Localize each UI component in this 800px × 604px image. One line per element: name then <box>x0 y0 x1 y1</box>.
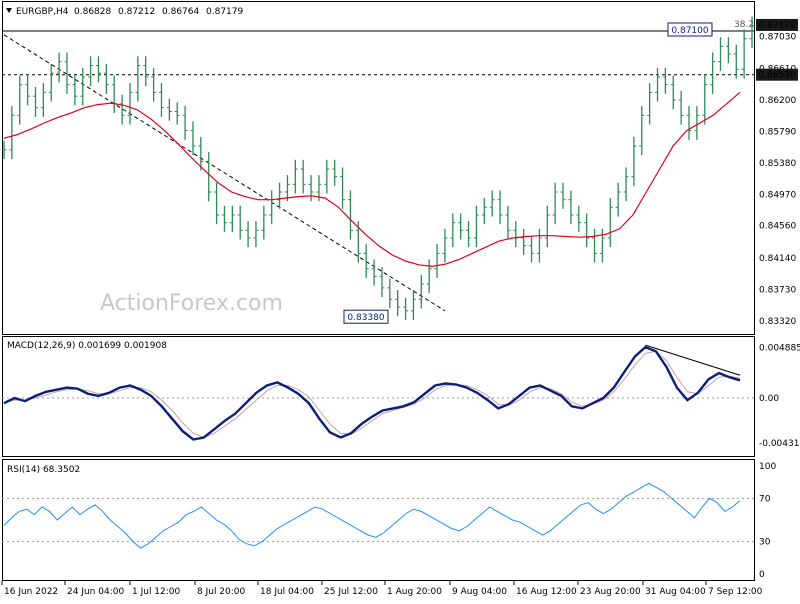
rsi-axis-label: 30 <box>759 538 771 548</box>
support-price-label: 0.86530 <box>758 71 795 81</box>
time-axis: 16 Jun 2022 24 Jun 04:00 1 Jul 12:00 8 Jul … <box>1 581 763 597</box>
resistance-label-box <box>667 22 713 37</box>
time-axis-label: 18 Jul 04:00 <box>260 587 314 597</box>
low-label: 0.83380 <box>347 313 384 323</box>
time-axis-label: 1 Jul 12:00 <box>132 587 181 597</box>
fibonacci-label: 38.2 <box>734 20 754 30</box>
macd-axis-label: -0.004315 <box>759 439 800 449</box>
price-axis-label: 0.83320 <box>759 317 796 327</box>
time-axis-label: 24 Jun 04:00 <box>67 587 124 597</box>
rsi-pane[interactable] <box>2 459 755 581</box>
macd-axis-label: 0.00 <box>759 394 779 404</box>
collapse-triangle-icon[interactable] <box>6 8 12 13</box>
time-axis-label: 8 Jul 20:00 <box>197 587 246 597</box>
time-axis-label: 25 Jul 12:00 <box>324 587 378 597</box>
time-axis-label: 16 Aug 12:00 <box>516 587 577 597</box>
price-axis-label: 0.84140 <box>759 254 796 264</box>
macd-pane[interactable] <box>2 336 755 457</box>
watermark: ActionForex.com <box>100 291 283 316</box>
rsi-title: RSI(14) 68.3502 <box>7 465 80 475</box>
macd-axis-label: 0.004885 <box>759 343 800 353</box>
open-value: 0.86828 <box>74 7 111 17</box>
current-price-label: 0.87179 <box>758 21 795 31</box>
time-axis-label: 9 Aug 04:00 <box>452 587 507 597</box>
resistance-label: 0.87100 <box>671 26 708 36</box>
rsi-axis-label: 70 <box>759 494 771 504</box>
price-axis-label: 0.83730 <box>759 285 796 295</box>
symbol-label: EURGBP,H4 <box>16 7 69 17</box>
time-axis-label: 23 Aug 20:00 <box>580 587 641 597</box>
moving-average-line <box>3 91 741 268</box>
high-value: 0.87212 <box>118 7 155 17</box>
price-axis-label: 0.87030 <box>759 32 796 42</box>
price-axis-label: 0.86200 <box>759 96 796 106</box>
low-value: 0.86764 <box>162 7 199 17</box>
close-value: 0.87179 <box>206 7 243 17</box>
price-axis-label: 0.85380 <box>759 159 796 169</box>
macd-signal-line <box>3 350 741 439</box>
price-axis-label: 0.84560 <box>759 222 796 232</box>
time-axis-label: 16 Jun 2022 <box>4 587 58 597</box>
price-pane[interactable] <box>2 1 755 335</box>
macd-layer: MACD(12,26,9) 0.001699 0.001908 0.004885 0… <box>2 341 800 449</box>
price-header: EURGBP,H4 0.86828 0.87212 0.86764 0.8717… <box>6 7 243 17</box>
downtrend-line <box>3 34 446 312</box>
time-axis-label: 1 Aug 20:00 <box>387 587 442 597</box>
low-label-box <box>343 309 389 324</box>
support-price-tag <box>756 68 798 81</box>
rsi-layer: RSI(14) 68.3502 100 70 30 0 <box>2 462 776 580</box>
macd-line <box>3 345 741 441</box>
rsi-axis-label: 100 <box>759 462 776 472</box>
macd-trend-line <box>645 344 741 376</box>
macd-title: MACD(12,26,9) 0.001699 0.001908 <box>7 341 167 351</box>
current-price-tag <box>756 18 798 31</box>
rsi-axis-label: 0 <box>759 570 765 580</box>
rsi-line <box>3 482 741 549</box>
price-axis-label: 0.84970 <box>759 190 796 200</box>
time-axis-label: 31 Aug 04:00 <box>645 587 706 597</box>
price-axis-label: 0.85790 <box>759 127 796 137</box>
time-axis-label: 7 Sep 12:00 <box>708 587 763 597</box>
price-layer: 0.870300.866100.862000.857900.853800.849… <box>1 16 798 327</box>
